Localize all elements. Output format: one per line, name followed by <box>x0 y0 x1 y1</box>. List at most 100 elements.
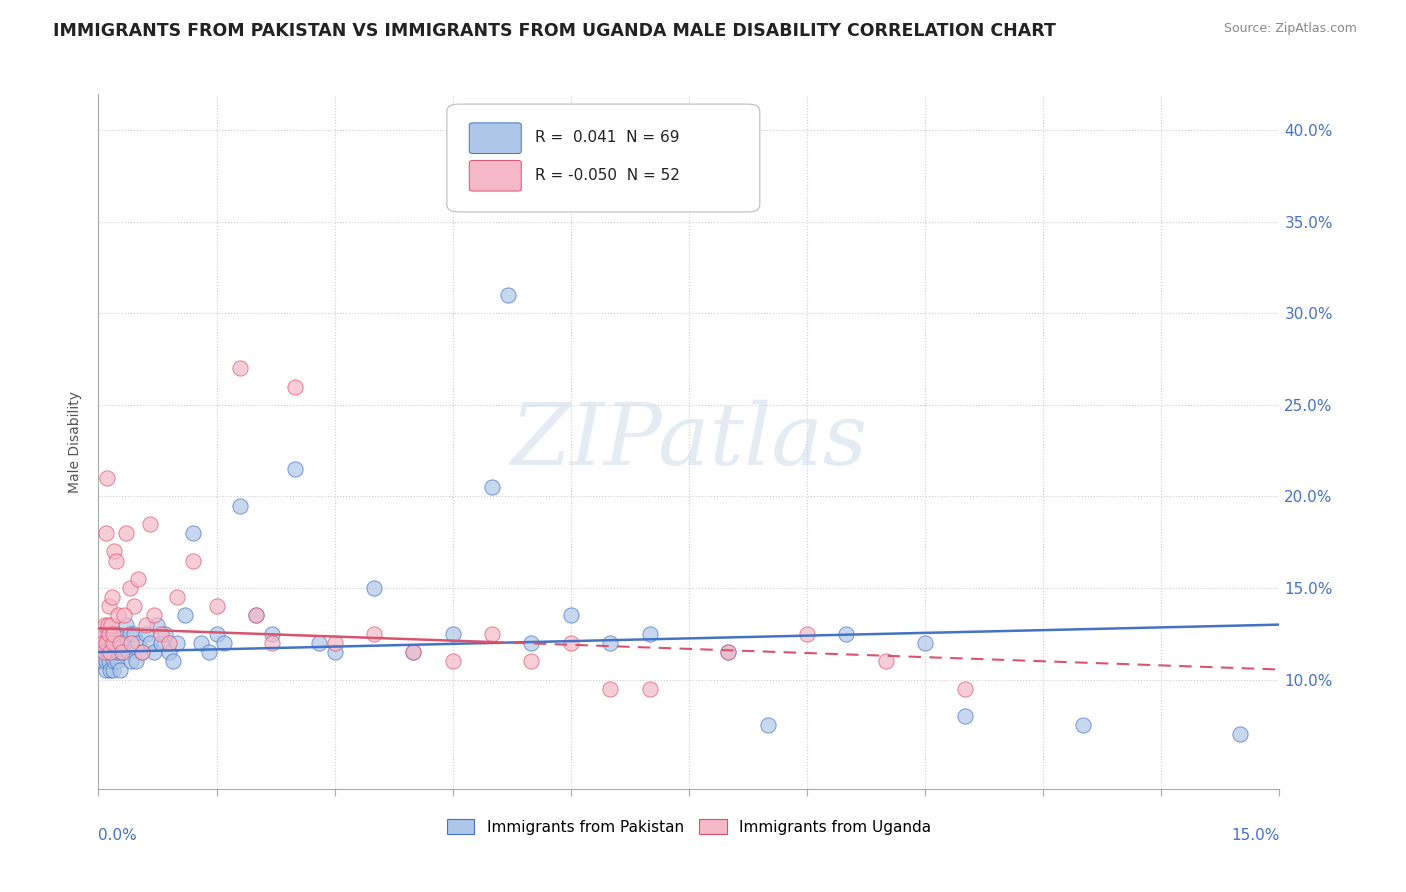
Point <box>875 654 897 668</box>
Point <box>101 627 124 641</box>
Point <box>104 645 127 659</box>
Point <box>93 636 115 650</box>
Point <box>166 590 188 604</box>
Point <box>104 636 127 650</box>
Point <box>323 636 346 650</box>
Point <box>104 553 127 567</box>
Point <box>97 627 120 641</box>
Point <box>100 617 122 632</box>
Text: 15.0%: 15.0% <box>1232 828 1279 843</box>
Y-axis label: Male Disability: Male Disability <box>69 391 83 492</box>
Point <box>115 526 138 541</box>
Point <box>260 627 283 641</box>
Point <box>127 636 149 650</box>
Point <box>118 627 141 641</box>
Point <box>1071 718 1094 732</box>
Point <box>93 645 115 659</box>
Point <box>284 379 307 393</box>
Point <box>103 664 125 678</box>
Point <box>229 361 252 376</box>
Point <box>157 645 180 659</box>
FancyBboxPatch shape <box>447 104 759 212</box>
Point <box>599 681 621 696</box>
Point <box>756 718 779 732</box>
Point <box>308 636 330 650</box>
Point <box>190 636 212 650</box>
Point <box>101 590 124 604</box>
Point <box>111 645 134 659</box>
Point <box>111 645 134 659</box>
Point <box>520 654 543 668</box>
Point <box>96 471 118 485</box>
Point <box>103 627 125 641</box>
Point <box>121 654 143 668</box>
Point <box>97 636 120 650</box>
Point <box>205 599 228 614</box>
Point <box>97 617 120 632</box>
Text: Source: ZipAtlas.com: Source: ZipAtlas.com <box>1223 22 1357 36</box>
Point <box>717 645 740 659</box>
Point <box>101 645 124 659</box>
Point <box>131 645 153 659</box>
Point <box>90 627 112 641</box>
Point <box>441 627 464 641</box>
Point <box>363 627 385 641</box>
Point <box>112 608 135 623</box>
Point <box>115 617 138 632</box>
Point <box>118 581 141 595</box>
Point <box>481 480 503 494</box>
Point <box>100 636 122 650</box>
Point <box>638 627 661 641</box>
Text: IMMIGRANTS FROM PAKISTAN VS IMMIGRANTS FROM UGANDA MALE DISABILITY CORRELATION C: IMMIGRANTS FROM PAKISTAN VS IMMIGRANTS F… <box>53 22 1056 40</box>
Point <box>229 499 252 513</box>
Legend: Immigrants from Pakistan, Immigrants from Uganda: Immigrants from Pakistan, Immigrants fro… <box>441 814 936 841</box>
Point <box>98 645 121 659</box>
Point <box>441 654 464 668</box>
Point <box>96 627 118 641</box>
Point <box>135 627 157 641</box>
Point <box>197 645 219 659</box>
Point <box>205 627 228 641</box>
FancyBboxPatch shape <box>470 123 522 153</box>
Point <box>110 636 132 650</box>
FancyBboxPatch shape <box>470 161 522 191</box>
Point <box>122 599 145 614</box>
Text: R = -0.050  N = 52: R = -0.050 N = 52 <box>536 168 681 183</box>
Point <box>214 636 236 650</box>
Point <box>166 636 188 650</box>
Point <box>97 645 120 659</box>
Point <box>1229 727 1251 741</box>
Point <box>260 636 283 650</box>
Point <box>127 572 149 586</box>
Point <box>96 654 118 668</box>
Point <box>121 636 143 650</box>
Point <box>98 599 121 614</box>
Text: 0.0%: 0.0% <box>98 828 138 843</box>
Point <box>103 654 125 668</box>
Point <box>91 636 114 650</box>
Point <box>796 627 818 641</box>
Point <box>245 608 267 623</box>
Point <box>953 709 976 723</box>
Point <box>138 636 160 650</box>
Point <box>131 645 153 659</box>
Point <box>138 516 160 531</box>
Point <box>717 645 740 659</box>
Point <box>108 664 131 678</box>
Point <box>142 608 165 623</box>
Point <box>107 608 129 623</box>
Point <box>520 636 543 650</box>
Point <box>496 288 519 302</box>
Point <box>135 617 157 632</box>
Point <box>174 608 197 623</box>
Point <box>155 627 177 641</box>
Point <box>112 636 135 650</box>
Point <box>117 645 139 659</box>
Point <box>125 654 148 668</box>
Point <box>122 627 145 641</box>
Point <box>91 654 114 668</box>
Point <box>402 645 425 659</box>
Point <box>560 608 582 623</box>
Point <box>599 636 621 650</box>
Point <box>110 636 132 650</box>
